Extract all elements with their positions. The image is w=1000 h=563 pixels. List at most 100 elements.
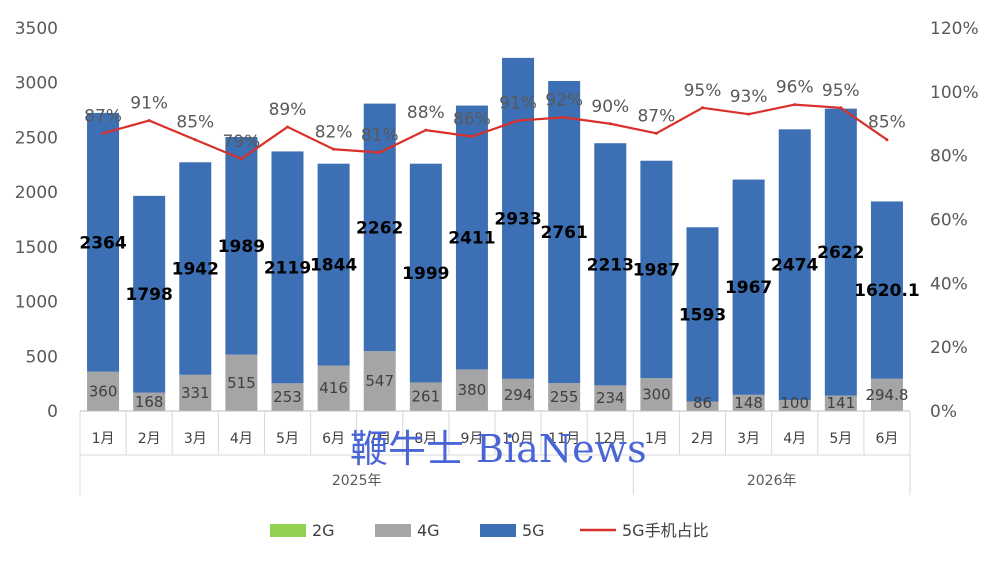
axes-layer: 0 500 1000 1500 2000 2500 3000 3500 0% 20% 40% 60% 8…	[15, 19, 979, 495]
bar-5g	[133, 195, 166, 393]
bar-5g	[455, 105, 488, 370]
value-label-4g: 168	[135, 393, 164, 411]
x-tick-label: 8月	[414, 431, 437, 447]
share-point	[470, 135, 474, 139]
bar-4g	[87, 371, 120, 411]
share-point	[608, 122, 612, 126]
y-right-tick-label: 120%	[930, 19, 979, 39]
value-label-4g: 253	[273, 388, 302, 406]
year-group-label: 2026年	[747, 473, 797, 489]
bar-5g	[317, 163, 350, 366]
share-label: 82%	[315, 122, 353, 142]
bar-4g	[225, 354, 258, 411]
y-left-tick-label: 1000	[15, 293, 58, 313]
value-label-5g: 1844	[310, 256, 357, 276]
share-point	[101, 131, 105, 135]
bar-4g	[363, 351, 396, 411]
year-group-label: 2025年	[332, 473, 382, 489]
x-tick-label: 1月	[645, 431, 668, 447]
bar-4g	[870, 378, 903, 411]
share-point	[654, 131, 658, 135]
bar-5g	[594, 143, 627, 386]
value-label-4g: 300	[642, 386, 671, 404]
value-label-5g: 1987	[633, 260, 680, 280]
legend-swatch	[270, 524, 306, 537]
share-label: 86%	[453, 110, 491, 130]
legend-label: 5G手机占比	[622, 521, 709, 540]
x-tick-label: 3月	[184, 431, 207, 447]
value-label-4g: 234	[596, 389, 625, 407]
x-tick-label: 7月	[368, 431, 391, 447]
share-point	[885, 138, 889, 142]
y-left-tick-label: 0	[47, 402, 58, 422]
share-label: 91%	[499, 94, 537, 114]
value-label-5g: 2933	[494, 209, 541, 229]
share-label: 95%	[822, 81, 860, 101]
value-label-4g: 416	[319, 379, 348, 397]
bar-4g	[409, 382, 442, 411]
bar-4g	[317, 365, 350, 411]
bar-5g	[87, 112, 120, 372]
bar-5g	[409, 163, 442, 383]
bar-4g	[824, 395, 857, 411]
bar-5g	[824, 108, 857, 396]
x-tick-label: 5月	[829, 431, 852, 447]
bar-4g	[640, 378, 673, 411]
share-point	[424, 128, 428, 132]
share-point	[562, 115, 566, 119]
x-tick-label: 4月	[783, 431, 806, 447]
share-point	[332, 147, 336, 151]
legend: 2G 4G 5G 5G手机占比	[270, 521, 709, 540]
bar-5g	[686, 227, 719, 402]
x-tick-label: 9月	[460, 431, 483, 447]
y-right-tick-label: 20%	[930, 338, 968, 358]
y-left-tick-label: 2000	[15, 183, 58, 203]
bar-4g	[594, 385, 627, 411]
value-label-5g: 1989	[218, 237, 265, 257]
value-label-4g: 100	[780, 394, 809, 412]
share-point	[701, 106, 704, 110]
y-left-tick-label: 1500	[15, 238, 58, 258]
bar-4g	[548, 383, 581, 411]
value-label-4g: 515	[227, 374, 256, 392]
x-tick-label: 11月	[548, 431, 580, 447]
bar-5g	[179, 162, 212, 375]
y-right-tick-label: 100%	[930, 83, 979, 103]
value-label-5g: 2761	[541, 223, 588, 243]
line-layer	[101, 103, 889, 161]
share-label: 93%	[730, 87, 768, 107]
bar-5g	[502, 57, 535, 379]
value-label-4g: 547	[365, 372, 394, 390]
value-label-5g: 1620.1	[854, 281, 920, 301]
value-label-4g: 261	[412, 388, 441, 406]
share-label: 88%	[407, 103, 445, 123]
bar-4g	[179, 374, 212, 411]
y-left-tick-label: 500	[26, 347, 58, 367]
y-left-tick-label: 3000	[15, 74, 58, 94]
legend-swatch	[480, 524, 516, 537]
share-label: 87%	[637, 106, 675, 126]
share-label: 91%	[130, 94, 168, 114]
value-label-4g: 380	[458, 381, 487, 399]
bars-layer	[87, 57, 903, 411]
bar-5g	[271, 151, 304, 384]
share-point	[286, 125, 289, 129]
x-tick-label: 1月	[92, 431, 115, 447]
value-label-5g: 2411	[448, 229, 495, 249]
bar-4g	[502, 378, 535, 411]
legend-label: 5G	[522, 521, 545, 540]
value-label-4g: 86	[693, 394, 712, 412]
value-label-5g: 2364	[79, 233, 126, 253]
legend-label: 4G	[417, 521, 440, 540]
value-label-5g: 2474	[771, 256, 818, 276]
y-right-tick-label: 0%	[930, 402, 957, 422]
y-left-tick-label: 3500	[15, 19, 58, 39]
share-label: 85%	[176, 113, 214, 133]
x-tick-label: 4月	[230, 431, 253, 447]
bar-5g	[548, 80, 581, 384]
value-label-4g: 331	[181, 384, 210, 402]
share-point	[516, 119, 520, 123]
labels-layer: 87% 91% 85% 79% 89% 82% 81% 88% 86% 91% 92% 90% 87% 9…	[79, 78, 919, 412]
